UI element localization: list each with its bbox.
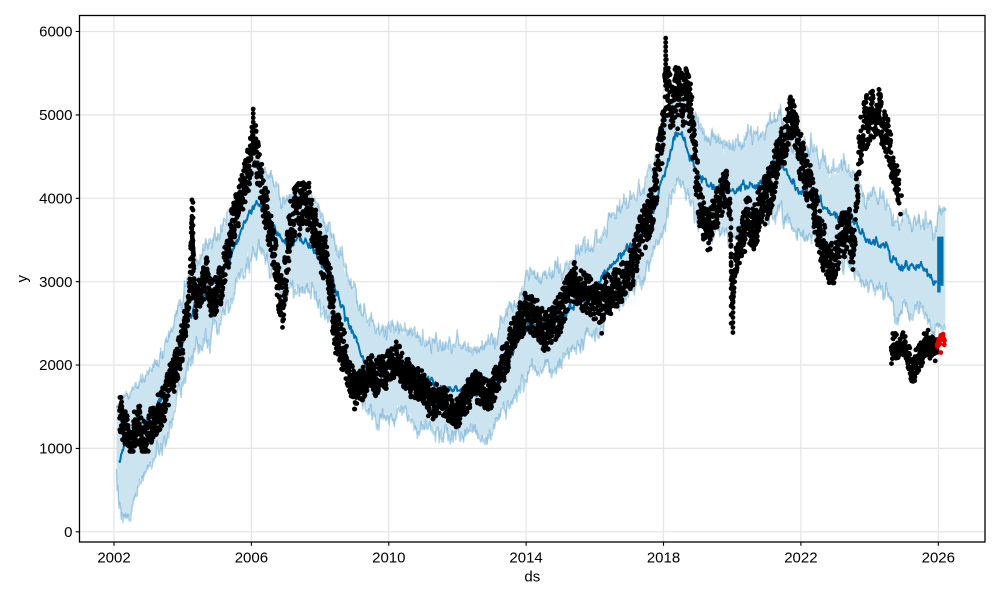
svg-text:1000: 1000: [39, 441, 72, 458]
svg-text:2000: 2000: [39, 357, 72, 374]
svg-text:2018: 2018: [647, 550, 680, 567]
svg-text:2014: 2014: [509, 550, 542, 567]
svg-text:5000: 5000: [39, 107, 72, 124]
svg-text:2026: 2026: [922, 550, 955, 567]
svg-text:2006: 2006: [235, 550, 268, 567]
svg-text:ds: ds: [524, 569, 540, 586]
svg-text:0: 0: [64, 524, 72, 541]
svg-text:2002: 2002: [97, 550, 130, 567]
svg-text:2010: 2010: [372, 550, 405, 567]
svg-text:4000: 4000: [39, 191, 72, 208]
svg-text:2022: 2022: [784, 550, 817, 567]
svg-text:6000: 6000: [39, 24, 72, 41]
svg-text:3000: 3000: [39, 274, 72, 291]
svg-text:y: y: [14, 275, 31, 283]
